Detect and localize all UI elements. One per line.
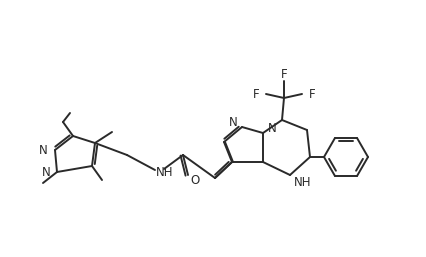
Text: NH: NH bbox=[294, 177, 311, 189]
Text: F: F bbox=[252, 87, 259, 100]
Text: N: N bbox=[268, 123, 277, 135]
Text: F: F bbox=[309, 87, 316, 100]
Text: NH: NH bbox=[156, 166, 173, 179]
Text: N: N bbox=[229, 115, 238, 128]
Text: N: N bbox=[42, 167, 51, 179]
Text: F: F bbox=[281, 69, 287, 81]
Text: N: N bbox=[39, 143, 48, 157]
Text: O: O bbox=[190, 175, 199, 188]
